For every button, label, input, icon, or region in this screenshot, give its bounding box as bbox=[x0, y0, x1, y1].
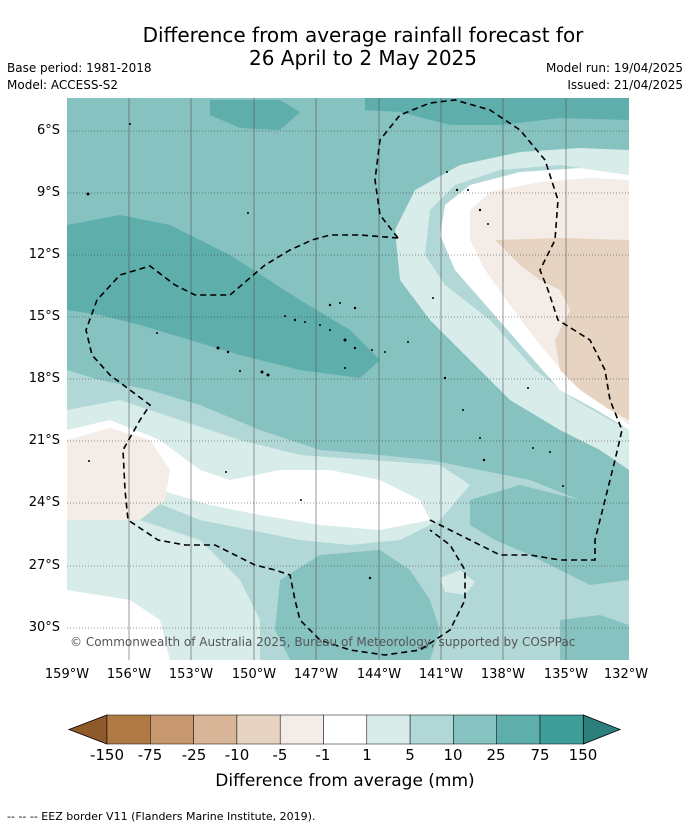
graticule-lat bbox=[67, 130, 629, 629]
contour-small-patch bbox=[440, 570, 475, 595]
lon-label-138w: 138°W bbox=[480, 667, 526, 682]
copyright-text: © Commonwealth of Australia 2025, Bureau… bbox=[70, 635, 576, 649]
colorbar-tick: -150 bbox=[89, 746, 125, 764]
colorbar-tick: -5 bbox=[272, 746, 288, 764]
colorbar-arrow-high bbox=[582, 714, 622, 745]
colorbar-bin bbox=[453, 714, 497, 745]
colorbar-bin bbox=[366, 714, 411, 745]
model-text: Model: ACCESS-S2 bbox=[7, 78, 119, 92]
lon-label-153w: 153°W bbox=[168, 667, 214, 682]
colorbar-tick: -10 bbox=[224, 746, 250, 764]
model-run-text: Model run: 19/04/2025 bbox=[545, 61, 683, 75]
eez-footnote: -- -- -- EEZ border V11 (Flanders Marine… bbox=[7, 810, 316, 823]
colorbar-arrow-low bbox=[67, 714, 108, 745]
eez-border bbox=[85, 99, 623, 656]
contour-neutral-south bbox=[67, 420, 430, 530]
lon-label-141w: 141°W bbox=[418, 667, 464, 682]
islands bbox=[86, 123, 564, 580]
colorbar-tick: -25 bbox=[181, 746, 207, 764]
lat-label-9s: 9°S bbox=[36, 185, 60, 200]
contour-25-75-north bbox=[365, 98, 629, 125]
colorbar-tick: -1 bbox=[315, 746, 331, 764]
lon-label-147w: 147°W bbox=[293, 667, 339, 682]
contour-1-5-east bbox=[395, 148, 629, 470]
lon-label-135w: 135°W bbox=[543, 667, 589, 682]
colorbar-tick: 10 bbox=[443, 746, 463, 764]
lon-label-132w: 132°W bbox=[603, 667, 649, 682]
lat-label-27s: 27°S bbox=[28, 558, 60, 573]
lat-label-30s: 30°S bbox=[28, 620, 60, 635]
lat-label-18s: 18°S bbox=[28, 371, 60, 386]
contour-10-25-corner bbox=[560, 615, 629, 660]
colorbar-bin bbox=[496, 714, 541, 745]
lat-label-24s: 24°S bbox=[28, 495, 60, 510]
lon-label-159w: 159°W bbox=[44, 667, 90, 682]
contour-25-75-west bbox=[67, 215, 380, 378]
colorbar-bin bbox=[409, 714, 454, 745]
colorbar-tick: -75 bbox=[137, 746, 163, 764]
lat-label-6s: 6°S bbox=[36, 123, 60, 138]
base-period-text: Base period: 1981-2018 bbox=[7, 61, 152, 75]
lon-label-150w: 150°W bbox=[231, 667, 277, 682]
lat-label-21s: 21°S bbox=[28, 433, 60, 448]
colorbar-tick: 25 bbox=[486, 746, 506, 764]
contour-10-25 bbox=[67, 98, 629, 520]
issued-text: Issued: 21/04/2025 bbox=[567, 78, 683, 92]
contour-10-25-se bbox=[470, 485, 629, 585]
colorbar-bin bbox=[193, 714, 238, 745]
lon-label-144w: 144°W bbox=[356, 667, 402, 682]
colorbar-bin bbox=[150, 714, 194, 745]
colorbar-bin bbox=[279, 714, 324, 745]
contour-drier-east bbox=[495, 238, 629, 420]
colorbar-tick: 1 bbox=[362, 746, 372, 764]
colorbar-tick: 5 bbox=[405, 746, 415, 764]
lat-label-12s: 12°S bbox=[28, 247, 60, 262]
colorbar-bin bbox=[106, 714, 151, 745]
graticule-lon bbox=[128, 98, 567, 660]
contour-neutral-sw bbox=[67, 590, 170, 660]
map-title: Difference from average rainfall forecas… bbox=[142, 23, 584, 70]
colorbar-label: Difference from average (mm) bbox=[215, 771, 475, 791]
colorbar-bin bbox=[236, 714, 281, 745]
contour-25-75-blob bbox=[210, 100, 300, 130]
colorbar-bin bbox=[539, 714, 584, 745]
colorbar-bin bbox=[323, 714, 368, 745]
lon-label-156w: 156°W bbox=[106, 667, 152, 682]
colorbar-tick: 150 bbox=[568, 746, 598, 764]
colorbar-tick: 75 bbox=[530, 746, 550, 764]
lat-label-15s: 15°S bbox=[28, 309, 60, 324]
